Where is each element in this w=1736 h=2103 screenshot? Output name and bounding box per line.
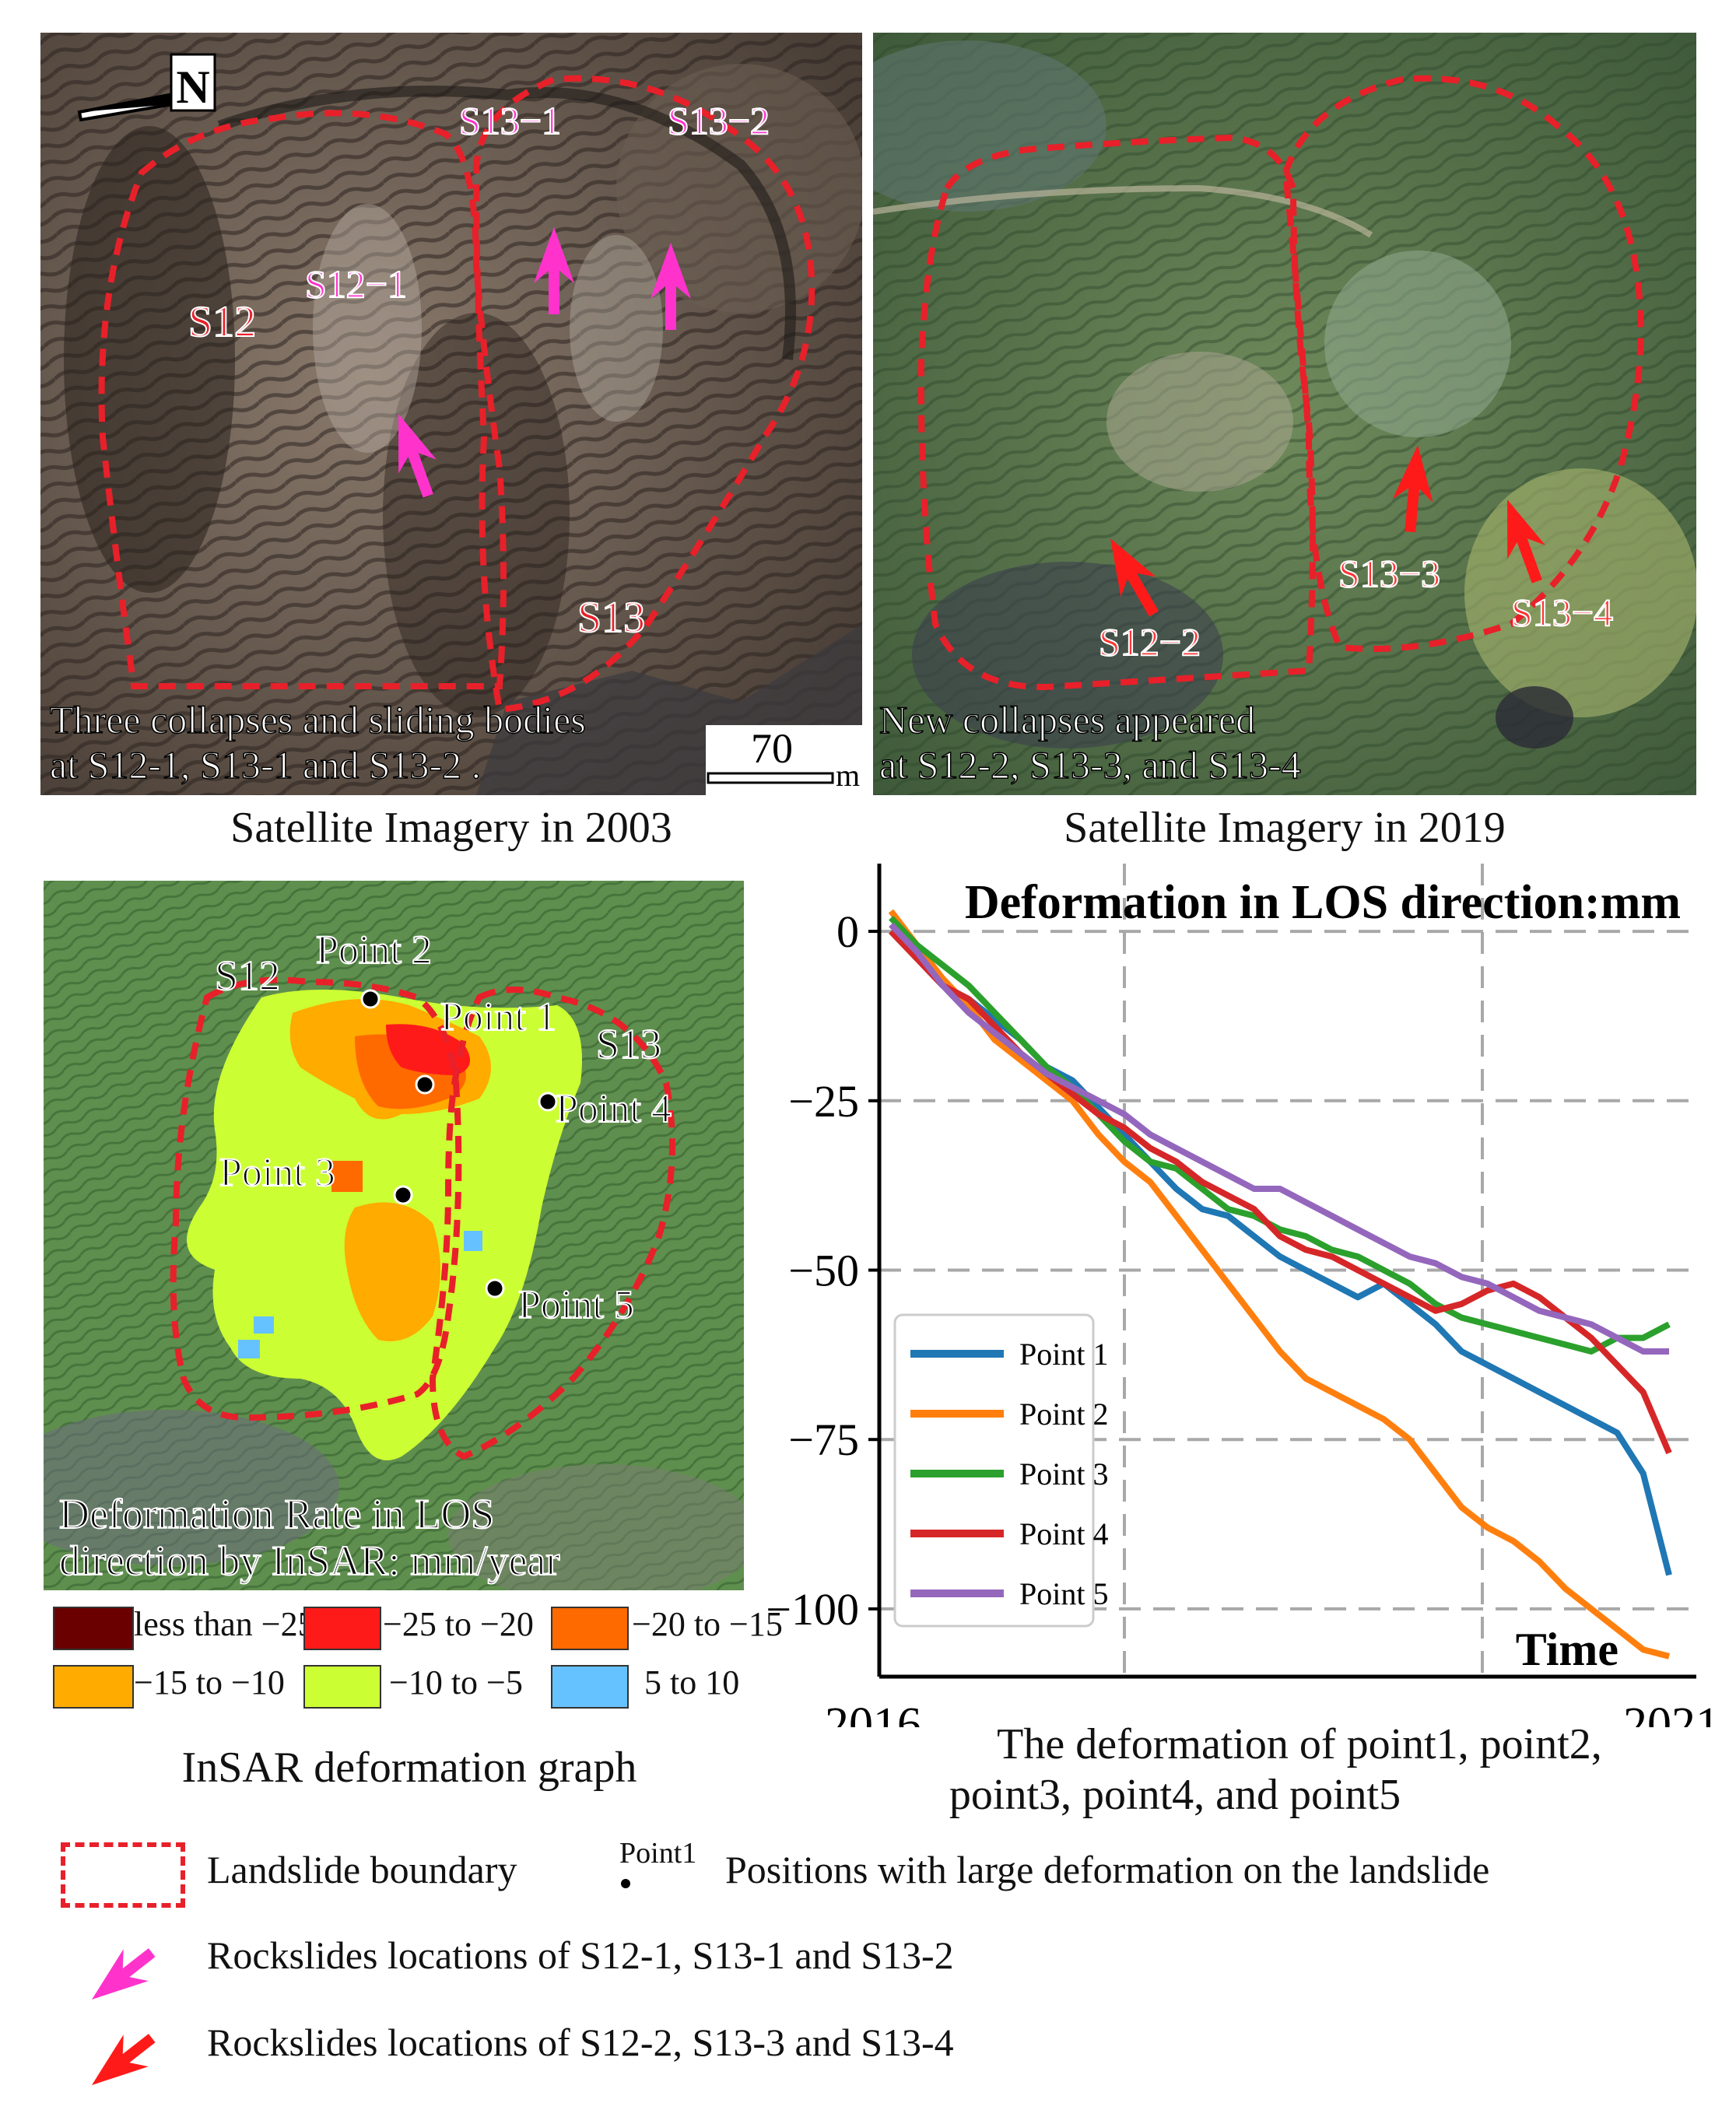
label-s13-1: S13−1	[459, 99, 561, 142]
satellite-2003-image: N S12 S13 S12−1 S13−1 S13−2 Three collap…	[40, 33, 865, 795]
insar-title-line1: Deformation Rate in LOS	[59, 1491, 494, 1537]
chart-caption-line1: The deformation of point1, point2,	[997, 1720, 1602, 1768]
label-s12-1: S12−1	[305, 262, 407, 306]
red-arrow-icon	[92, 2034, 156, 2085]
red-arrow-icon	[1110, 538, 1159, 617]
point-2-marker	[360, 989, 381, 1009]
red-arrow-icon	[1507, 499, 1546, 584]
deformation-region-orange2	[344, 1202, 440, 1341]
chart-title: Deformation in LOS direction:mm	[965, 876, 1681, 929]
legend-red-desc: Rockslides locations of S12-2, S13-3 and…	[207, 2021, 954, 2064]
y-tick-label: −75	[788, 1414, 859, 1465]
label-s12: S12	[188, 298, 256, 346]
y-tick-label: −25	[788, 1076, 859, 1127]
legend-swatch-2	[303, 1607, 381, 1650]
insar-map-image: S12 S13 Point 2 Point 1 Point 4 Point 3 …	[0, 881, 759, 1604]
point-5-marker	[485, 1278, 505, 1299]
north-label: N	[176, 61, 209, 113]
legend-point-sample: Point1	[619, 1837, 697, 1870]
legend-boundary-text: Landslide boundary	[207, 1848, 517, 1891]
magenta-arrow-icon	[92, 1948, 156, 2000]
legend-swatch-4	[53, 1665, 134, 1709]
caption-insar: InSAR deformation graph	[181, 1744, 637, 1792]
deformation-pixel	[254, 1316, 274, 1334]
deformation-pixel	[238, 1340, 260, 1358]
insar-label-point5: Point 5	[518, 1283, 634, 1327]
y-tick-label: −100	[766, 1584, 859, 1635]
series-line-point-2	[888, 909, 1671, 1660]
caption-2019: Satellite Imagery in 2019	[1064, 804, 1506, 852]
y-tick-label: 0	[836, 906, 859, 957]
note-2019-line1: New collapses appeared	[879, 698, 1255, 741]
insar-label-point4: Point 4	[556, 1087, 672, 1131]
legend-label-5: −10 to −5	[389, 1663, 523, 1702]
insar-label-point3: Point 3	[219, 1151, 335, 1195]
red-arrow-icon	[1392, 445, 1433, 533]
label-s13-4: S13−4	[1511, 591, 1613, 634]
legend-swatch-6	[551, 1665, 629, 1709]
chart-caption-line2: point3, point4, and point5	[949, 1771, 1401, 1819]
label-s13-2: S13−2	[668, 99, 770, 142]
legend-label-point-2: Point 2	[1019, 1397, 1108, 1432]
scale-value: 70	[751, 725, 793, 772]
insar-label-point2: Point 2	[316, 928, 432, 973]
legend-swatch-3	[551, 1607, 629, 1650]
legend-label-4: −15 to −10	[134, 1663, 285, 1702]
s12-boundary	[98, 110, 507, 689]
insar-label-point1: Point 1	[440, 995, 556, 1039]
caption-2003: Satellite Imagery in 2003	[230, 804, 672, 852]
legend-label-3: −20 to −15	[632, 1605, 783, 1643]
y-tick-label: −50	[788, 1246, 859, 1296]
satellite-2003-panel: N S12 S13 S12−1 S13−1 S13−2 Three collap…	[40, 33, 865, 795]
legend-point-desc: Positions with large deformation on the …	[725, 1848, 1490, 1891]
satellite-2019-image: S12−2 S13−3 S13−4 New collapses appeared…	[826, 33, 1698, 795]
note-2019-line2: at S12-2, S13-3, and S13-4	[879, 743, 1301, 787]
deformation-chart-panel: 0 −25 −50 −75 −100 2016 2021 Deformation in LOS…	[747, 856, 1736, 1751]
magenta-arrow-icon	[651, 243, 691, 330]
deformation-region-red	[386, 1024, 470, 1075]
magenta-arrow-icon	[534, 227, 574, 314]
s13-boundary	[472, 75, 815, 713]
legend-label-point-5: Point 5	[1019, 1576, 1108, 1611]
label-s12-2: S12−2	[1099, 620, 1201, 664]
insar-label-s12: S12	[215, 952, 280, 999]
note-2003-line2: at S12-1, S13-1 and S13-2 .	[50, 743, 481, 787]
legend-label-6: 5 to 10	[644, 1663, 740, 1702]
point-1-marker	[415, 1074, 435, 1095]
label-s13-3: S13−3	[1338, 552, 1440, 595]
legend-swatch-5	[303, 1665, 381, 1709]
insar-title-line2: direction by InSAR: mm/year	[59, 1537, 559, 1584]
legend-label-1: less than −25	[134, 1605, 315, 1643]
point-3-marker	[393, 1185, 413, 1205]
legend-label-2: −25 to −20	[383, 1605, 534, 1643]
series-line-point-5	[889, 922, 1669, 1355]
landslide-boundary-swatch	[61, 1842, 185, 1908]
deformation-pixel	[464, 1231, 482, 1251]
insar-label-s13: S13	[596, 1021, 661, 1067]
scale-unit: m	[836, 758, 860, 793]
s13-insar-boundary	[429, 987, 675, 1460]
s12-2019-boundary	[917, 134, 1316, 690]
legend-label-point-1: Point 1	[1019, 1337, 1108, 1372]
insar-panel: S12 S13 Point 2 Point 1 Point 4 Point 3 …	[0, 881, 759, 1604]
s13-2019-boundary	[1282, 75, 1644, 652]
point-4-marker	[538, 1092, 558, 1112]
legend-magenta-desc: Rockslides locations of S12-1, S13-1 and…	[207, 1933, 954, 1977]
north-arrow-icon	[77, 53, 216, 122]
note-2003-line1: Three collapses and sliding bodies	[50, 698, 586, 741]
legend-label-point-4: Point 4	[1019, 1516, 1108, 1551]
point-marker-icon	[621, 1879, 630, 1888]
x-axis-label: Time	[1516, 1624, 1619, 1675]
label-s13: S13	[577, 594, 645, 642]
series-line-point-3	[889, 915, 1671, 1355]
deformation-pixel	[331, 1161, 363, 1192]
legend-swatch-1	[53, 1607, 134, 1650]
legend-label-point-3: Point 3	[1019, 1456, 1108, 1491]
satellite-2019-panel: S12−2 S13−3 S13−4 New collapses appeared…	[826, 33, 1698, 795]
scale-bar: 70 m	[706, 725, 862, 795]
magenta-arrow-icon	[398, 414, 437, 498]
